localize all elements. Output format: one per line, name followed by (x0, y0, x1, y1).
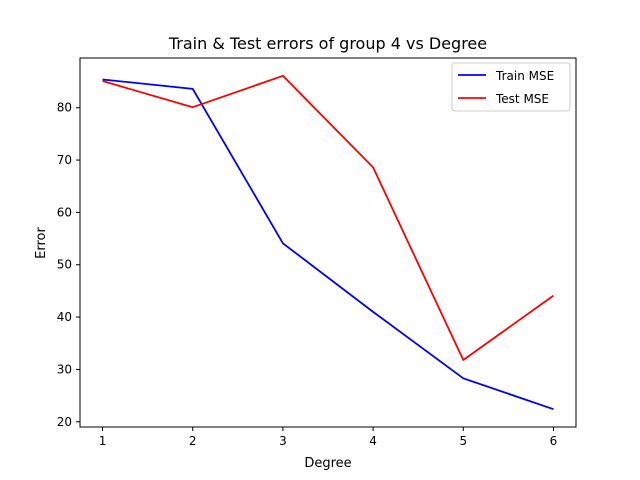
y-tick-label-60: 60 (57, 205, 72, 219)
series-line-train-mse (102, 78, 554, 411)
x-tick-label-5: 5 (459, 434, 467, 448)
series-line-test-mse (102, 74, 554, 361)
chart-title: Train & Test errors of group 4 vs Degree (168, 34, 487, 53)
y-axis-label: Error (34, 227, 49, 259)
legend-label-test-mse: Test MSE (495, 92, 549, 106)
plot-area: 1 2 3 4 5 6 20 30 40 50 60 70 80 (57, 74, 558, 448)
y-tick-label-80: 80 (57, 101, 72, 115)
y-tick-label-70: 70 (57, 153, 72, 167)
y-tick-label-40: 40 (57, 310, 72, 324)
legend: Train MSE Test MSE (451, 62, 571, 112)
x-tick-label-4: 4 (369, 434, 377, 448)
axes-frame (79, 57, 577, 428)
x-tick-label-3: 3 (279, 434, 287, 448)
y-tick-label-50: 50 (57, 258, 72, 272)
x-tick-label-6: 6 (550, 434, 558, 448)
x-axis-label: Degree (304, 456, 351, 471)
x-tick-label-2: 2 (189, 434, 197, 448)
x-tick-label-1: 1 (99, 434, 107, 448)
y-tick-label-30: 30 (57, 362, 72, 376)
legend-label-train-mse: Train MSE (495, 69, 554, 83)
y-tick-label-20: 20 (57, 415, 72, 429)
